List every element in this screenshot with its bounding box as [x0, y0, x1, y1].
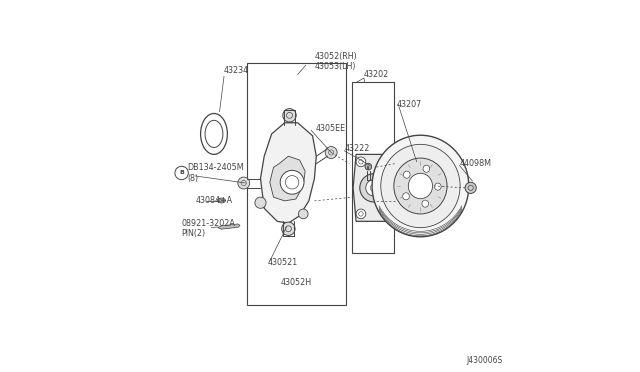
Circle shape: [283, 109, 296, 122]
Bar: [351, 82, 394, 253]
Text: 4305EE: 4305EE: [316, 124, 346, 133]
Circle shape: [382, 157, 392, 167]
Circle shape: [365, 163, 372, 170]
Polygon shape: [353, 154, 395, 221]
Ellipse shape: [423, 165, 429, 172]
Text: 44098M: 44098M: [460, 159, 492, 168]
Ellipse shape: [435, 183, 441, 190]
Ellipse shape: [422, 200, 429, 207]
Ellipse shape: [408, 173, 433, 199]
Text: 43052H: 43052H: [281, 278, 312, 287]
Text: B: B: [179, 170, 184, 176]
Circle shape: [298, 209, 308, 219]
Circle shape: [325, 147, 337, 158]
Circle shape: [280, 170, 304, 194]
Bar: [248, 63, 346, 305]
Ellipse shape: [403, 171, 410, 178]
Text: DB134-2405M
(8): DB134-2405M (8): [187, 163, 244, 183]
Circle shape: [238, 177, 250, 189]
Ellipse shape: [403, 193, 410, 200]
Circle shape: [255, 197, 266, 208]
Ellipse shape: [218, 198, 225, 203]
Text: J430006S: J430006S: [466, 356, 502, 365]
Circle shape: [282, 222, 295, 235]
Circle shape: [360, 174, 388, 202]
Ellipse shape: [381, 144, 460, 228]
Text: 430521: 430521: [268, 258, 298, 267]
Text: 43202: 43202: [364, 70, 389, 79]
Polygon shape: [218, 224, 240, 229]
Text: 43222: 43222: [344, 144, 369, 153]
Ellipse shape: [394, 158, 447, 214]
Polygon shape: [260, 123, 316, 223]
Circle shape: [356, 157, 365, 167]
Text: 43234: 43234: [224, 66, 249, 75]
Text: 43052(RH)
43053(LH): 43052(RH) 43053(LH): [314, 52, 357, 71]
Text: 08921-3202A
PIN(2): 08921-3202A PIN(2): [182, 219, 236, 238]
Circle shape: [382, 209, 392, 219]
Text: 43207: 43207: [396, 100, 422, 109]
Polygon shape: [270, 156, 305, 201]
Ellipse shape: [372, 135, 468, 237]
Circle shape: [356, 209, 365, 219]
Circle shape: [465, 182, 476, 193]
Text: 43084+A: 43084+A: [195, 196, 232, 205]
Circle shape: [365, 180, 382, 196]
